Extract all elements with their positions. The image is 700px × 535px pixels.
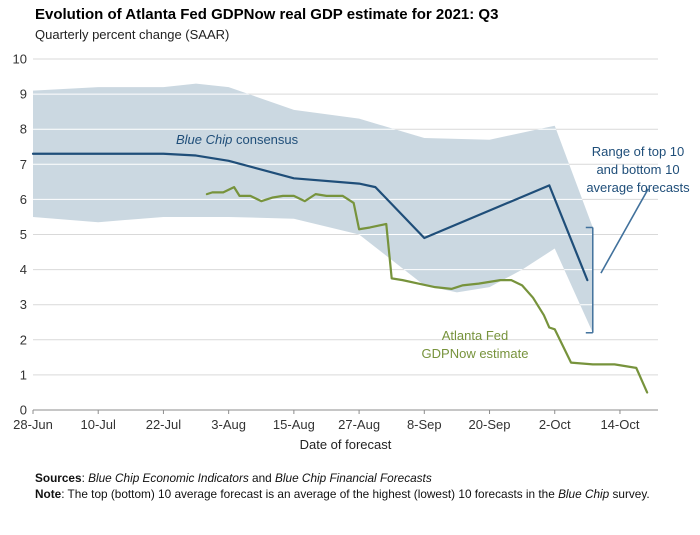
- y-tick-label: 10: [13, 52, 27, 67]
- y-tick-label: 4: [20, 262, 27, 277]
- x-axis-title: Date of forecast: [299, 437, 392, 452]
- gdpnow-estimate-label-line1: Atlanta Fed: [441, 328, 509, 343]
- y-tick-label: 1: [20, 367, 27, 382]
- y-tick-label: 6: [20, 192, 27, 207]
- note-line: Note: The top (bottom) 10 average foreca…: [35, 487, 650, 501]
- blue-chip-consensus-line: [31, 152, 589, 282]
- blue-chip-consensus-label-italic: Blue Chip: [176, 132, 233, 147]
- x-tick-label: 22-Jul: [146, 417, 182, 432]
- footnotes: Sources: Blue Chip Economic Indicators a…: [35, 470, 680, 502]
- y-tick-label: 3: [20, 297, 27, 312]
- x-tick-label: 14-Oct: [600, 417, 639, 432]
- gdpnow-estimate-label: Atlanta Fed GDPNow estimate: [405, 327, 545, 363]
- y-tick-label: 8: [20, 122, 27, 137]
- x-tick-label: 27-Aug: [338, 417, 380, 432]
- x-tick-label: 10-Jul: [81, 417, 117, 432]
- y-tick-label: 0: [20, 403, 27, 418]
- gdpnow-estimate-line: [205, 186, 649, 394]
- y-tick-label: 2: [20, 332, 27, 347]
- y-tick-label: 5: [20, 227, 27, 242]
- source-blue-chip-financial-forecasts: Blue Chip Financial Forecasts: [275, 471, 432, 485]
- range-forecasts-label-line3: average forecasts: [586, 180, 690, 195]
- x-tick-label: 8-Sep: [407, 417, 442, 432]
- y-tick-label: 7: [20, 157, 27, 172]
- gdpnow-estimate-label-line2: GDPNow estimate: [421, 346, 529, 361]
- blue-chip-consensus-label-rest: consensus: [232, 132, 299, 147]
- x-tick-label: 20-Sep: [469, 417, 511, 432]
- y-tick-label: 9: [20, 87, 27, 102]
- range-forecasts-label-line1: Range of top 10: [591, 144, 685, 159]
- note-label: Note: [35, 487, 62, 501]
- sources-line: Sources: Blue Chip Economic Indicators a…: [35, 471, 432, 485]
- x-tick-label: 2-Oct: [539, 417, 571, 432]
- chart-subtitle: Quarterly percent change (SAAR): [35, 27, 230, 42]
- forecast-range-band: [33, 83, 593, 333]
- sources-label: Sources: [35, 471, 82, 485]
- chart-title: Evolution of Atlanta Fed GDPNow real GDP…: [35, 6, 499, 23]
- range-forecasts-label-line2: and bottom 10: [596, 162, 680, 177]
- range-forecasts-label: Range of top 10 and bottom 10 average fo…: [576, 143, 700, 197]
- x-tick-label: 3-Aug: [211, 417, 246, 432]
- source-blue-chip-economic-indicators: Blue Chip Economic Indicators: [88, 471, 249, 485]
- range-callout-line: [600, 188, 649, 274]
- x-tick-label: 15-Aug: [273, 417, 315, 432]
- x-tick-label: 28-Jun: [13, 417, 53, 432]
- range-bracket: [585, 226, 594, 334]
- blue-chip-consensus-label: Blue Chip consensus: [176, 132, 298, 147]
